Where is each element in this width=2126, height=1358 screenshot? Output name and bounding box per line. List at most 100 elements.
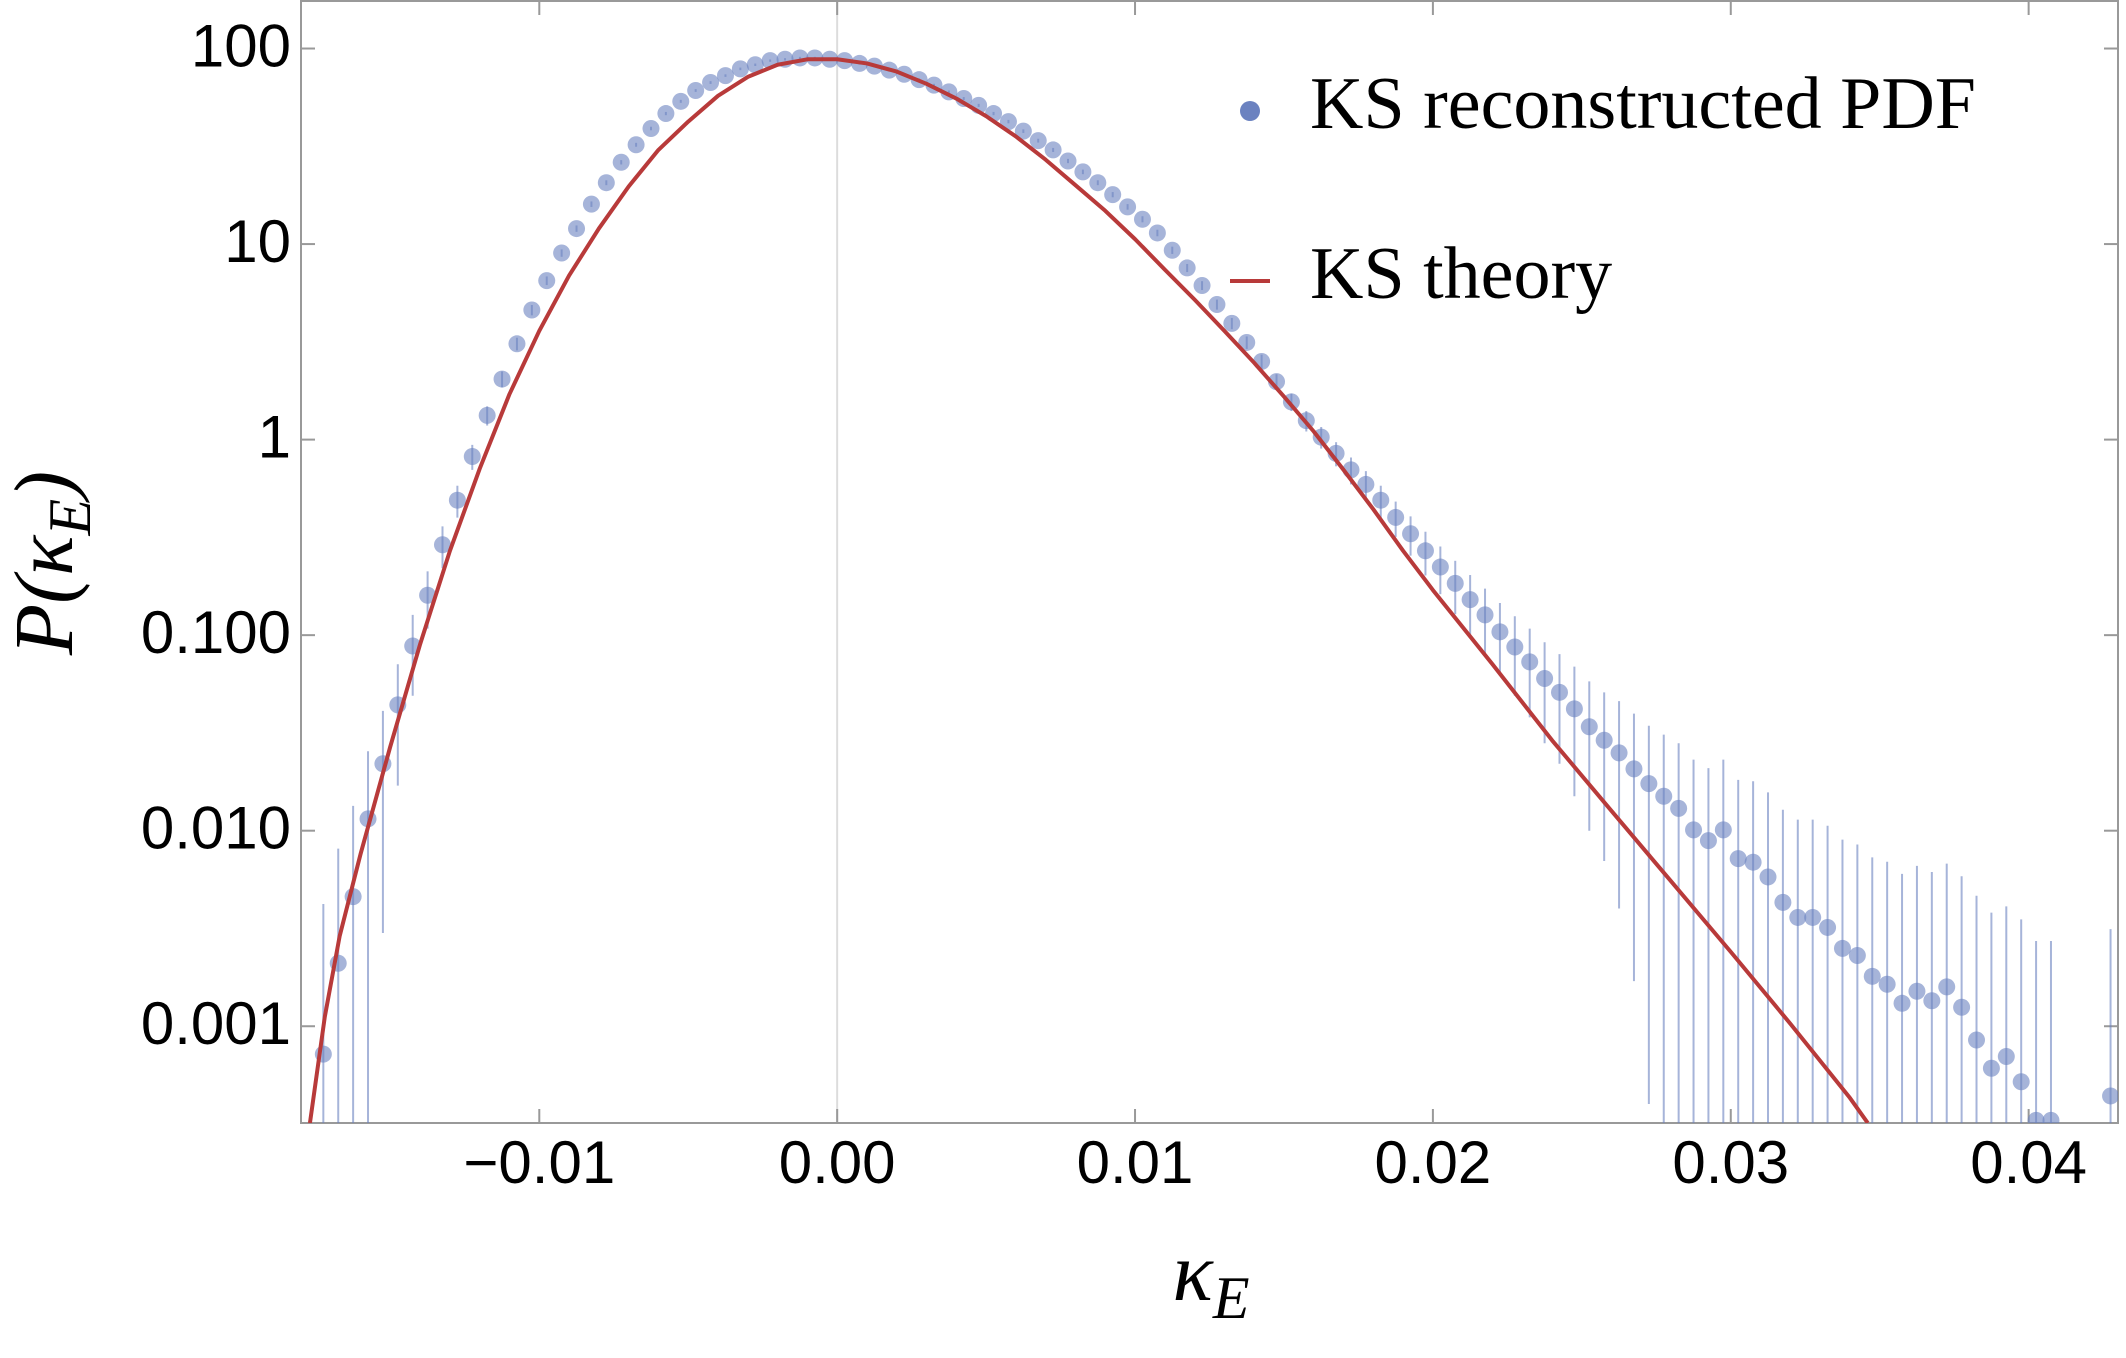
data-point [1670,799,1688,817]
data-point [1387,508,1405,526]
data-point [746,56,764,74]
x-axis-label-part: E [1212,1265,1250,1331]
data-point [2102,1087,2118,1105]
data-point [642,119,660,137]
data-point [702,74,720,92]
data-point [687,82,705,100]
data-point [1774,893,1792,911]
data-point [1089,174,1107,192]
data-point [1104,186,1122,204]
data-point [1655,787,1673,805]
data-point [433,536,451,554]
data-point [672,92,690,110]
data-point [1491,623,1509,641]
data-point [1580,718,1598,736]
x-tick-label: 0.04 [1970,1129,2087,1196]
y-tick-label: 1 [258,403,291,470]
x-axis-label: κE [1173,1226,1250,1331]
data-point [523,301,541,319]
x-tick-label: −0.01 [463,1129,615,1196]
data-point [955,90,973,108]
x-tick-label: 0.03 [1672,1129,1789,1196]
data-point [1402,525,1420,543]
data-point [582,195,600,213]
data-point [419,586,437,604]
data-point [1938,978,1956,996]
data-point [538,272,556,290]
y-axis-label: P(κE) [0,471,103,656]
plot-frame [300,0,2119,1124]
data-point [1699,832,1717,850]
data-point [448,491,466,509]
x-tick-label: 0.00 [779,1129,896,1196]
data-point [1625,760,1643,778]
data-point [493,370,511,388]
data-point [1223,314,1241,332]
data-point [1476,606,1494,624]
data-point [1819,918,1837,936]
data-point [1014,122,1032,140]
data-point [1044,141,1062,159]
x-axis-label-part: κ [1173,1226,1215,1319]
data-point [1997,1048,2015,1066]
data-point [2027,1111,2045,1123]
data-point [731,60,749,78]
data-point [1357,475,1375,493]
data-point [1178,259,1196,277]
x-tick-label: 0.01 [1077,1129,1194,1196]
data-point [1193,276,1211,294]
legend-marker [1240,101,1260,121]
data-point [1074,163,1092,181]
y-tick-label: 0.010 [141,795,291,862]
data-point [1550,683,1568,701]
data-point [716,67,734,85]
data-point [463,447,481,465]
data-point [1521,653,1539,671]
data-point [1133,210,1151,228]
data-point [1148,224,1166,242]
data-point [1640,775,1658,793]
data-point [1238,333,1256,351]
data-point [1372,491,1390,509]
legend-label: KS theory [1310,233,1612,315]
data-point [1029,132,1047,150]
theory-line [307,57,1870,1123]
data-point [568,220,586,238]
y-tick-label: 100 [191,12,291,79]
data-point [1953,998,1971,1016]
data-point [1759,868,1777,886]
data-point [1908,982,1926,1000]
data-point [1833,939,1851,957]
data-point [1923,992,1941,1010]
data-point [1744,853,1762,871]
data-point [1208,295,1226,313]
data-point [553,244,571,262]
y-axis-label-part: ) [0,471,91,503]
data-point [508,335,526,353]
data-point [1416,542,1434,560]
y-tick-label: 10 [224,208,291,275]
data-point [627,136,645,154]
data-point [597,174,615,192]
data-point [1848,947,1866,965]
data-point [1059,152,1077,170]
data-point [1863,967,1881,985]
data-point [1893,994,1911,1012]
x-tick-label: 0.02 [1375,1129,1492,1196]
data-point [1878,975,1896,993]
data-point [1610,744,1628,762]
data-point [1789,908,1807,926]
y-tick-label: 0.001 [141,990,291,1057]
legend-label: KS reconstructed PDF [1310,63,1976,145]
data-point [1446,574,1464,592]
data-point [999,113,1017,131]
data-point [1804,908,1822,926]
data-point [1565,700,1583,718]
data-point [1714,821,1732,839]
data-point [1595,731,1613,749]
data-point [1431,558,1449,576]
y-axis-label-part: P(κ [0,534,91,656]
y-tick-label: 0.100 [141,599,291,666]
data-point [1506,638,1524,656]
